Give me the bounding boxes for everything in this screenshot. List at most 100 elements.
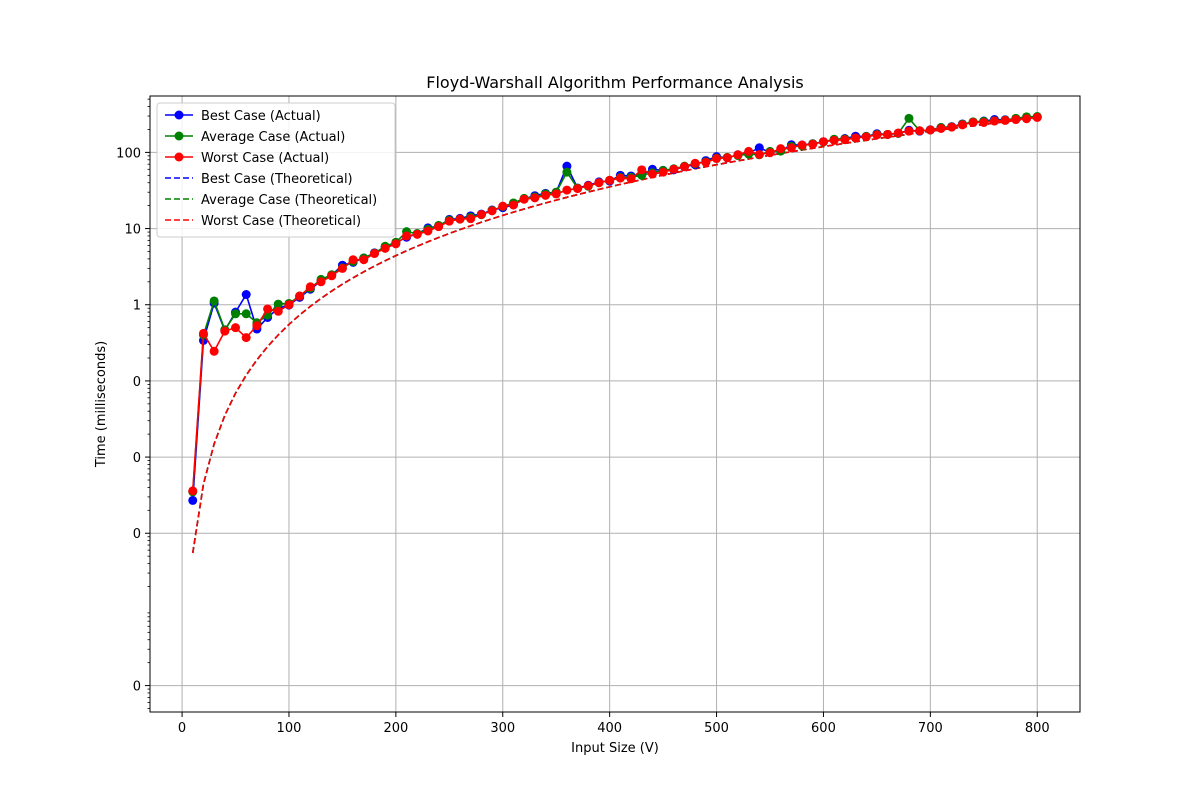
x-tick-label: 200: [383, 721, 408, 736]
data-point: [968, 117, 978, 127]
data-point: [305, 282, 315, 292]
data-point: [573, 184, 583, 194]
data-point: [690, 158, 700, 168]
data-point: [284, 300, 294, 310]
data-point: [519, 194, 529, 204]
data-point: [241, 290, 251, 300]
data-point: [786, 143, 796, 153]
data-point: [647, 169, 657, 179]
y-tick-label: 0: [133, 680, 141, 695]
data-point: [915, 126, 925, 136]
x-tick-label: 100: [277, 721, 302, 736]
data-point: [744, 146, 754, 156]
data-point: [369, 249, 379, 259]
chart-title: Floyd-Warshall Algorithm Performance Ana…: [426, 73, 803, 92]
data-point: [541, 190, 551, 200]
legend-entry: Average Case (Actual): [165, 130, 345, 145]
data-point: [701, 157, 711, 167]
data-point: [444, 216, 454, 226]
data-point: [1011, 115, 1021, 125]
y-tick-label: 0: [133, 527, 141, 542]
data-point: [829, 135, 839, 145]
data-point: [316, 277, 326, 287]
legend-entry: Worst Case (Theoretical): [165, 214, 361, 229]
data-point: [348, 255, 358, 265]
legend-label: Worst Case (Actual): [201, 151, 329, 166]
y-tick-label: 0: [133, 375, 141, 390]
data-point: [231, 323, 241, 333]
x-tick-label: 500: [704, 721, 729, 736]
y-tick-label: 100: [116, 146, 141, 161]
data-point: [658, 167, 668, 177]
data-point: [295, 291, 305, 301]
legend-entry: Best Case (Theoretical): [165, 172, 353, 187]
data-point: [273, 306, 283, 316]
data-point: [380, 243, 390, 253]
data-point: [679, 162, 689, 172]
series-line: [191, 117, 1038, 554]
data-point: [733, 150, 743, 160]
data-point: [904, 126, 914, 136]
y-tick-label: 1: [133, 299, 141, 314]
legend-box: [156, 102, 396, 238]
data-point: [615, 173, 625, 183]
grid: [150, 96, 1080, 712]
legend-entry: Best Case (Actual): [165, 109, 321, 124]
data-point: [551, 189, 561, 199]
data-point: [188, 495, 198, 505]
series-worst-case-actual: [188, 112, 1042, 496]
data-point: [487, 206, 497, 216]
data-point: [1000, 115, 1010, 125]
x-tick-label: 800: [1025, 721, 1050, 736]
data-point: [893, 128, 903, 138]
x-tick-label: 700: [918, 721, 943, 736]
data-point: [765, 148, 775, 158]
data-point: [605, 175, 615, 185]
data-point: [797, 140, 807, 150]
data-point: [359, 255, 369, 265]
data-point: [241, 333, 251, 343]
data-point: [851, 133, 861, 143]
data-point: [957, 120, 967, 130]
data-point: [455, 214, 465, 224]
series-worst-case-theoretical: [191, 117, 1038, 554]
data-point: [188, 486, 198, 496]
data-point: [669, 164, 679, 174]
x-tick-label: 600: [811, 721, 836, 736]
legend-entry: Average Case (Theoretical): [165, 193, 377, 208]
data-point: [241, 309, 251, 319]
data-point: [722, 153, 732, 163]
data-point: [198, 328, 208, 338]
legend-label: Best Case (Actual): [201, 109, 321, 124]
x-tick-label: 400: [597, 721, 622, 736]
data-point: [498, 201, 508, 211]
data-point: [530, 193, 540, 203]
data-point: [402, 231, 412, 241]
data-point: [594, 178, 604, 188]
data-point: [209, 296, 219, 306]
data-point: [637, 165, 647, 175]
data-point: [434, 222, 444, 232]
data-point: [412, 229, 422, 239]
data-point: [925, 125, 935, 135]
data-point: [754, 149, 764, 159]
legend-marker: [174, 131, 184, 141]
data-point: [466, 214, 476, 224]
data-point: [754, 143, 764, 153]
data-point: [583, 181, 593, 191]
legend-marker: [174, 110, 184, 120]
data-point: [989, 116, 999, 126]
legend-label: Worst Case (Theoretical): [201, 214, 361, 229]
legend-entry: Worst Case (Actual): [165, 151, 329, 166]
series-layer: [188, 112, 1042, 554]
data-point: [840, 135, 850, 145]
data-point: [508, 200, 518, 210]
x-tick-label: 0: [178, 721, 186, 736]
data-point: [776, 144, 786, 154]
data-point: [263, 304, 273, 314]
data-point: [476, 210, 486, 219]
y-tick-label: 0: [133, 451, 141, 466]
data-point: [391, 239, 401, 249]
data-point: [327, 271, 337, 281]
